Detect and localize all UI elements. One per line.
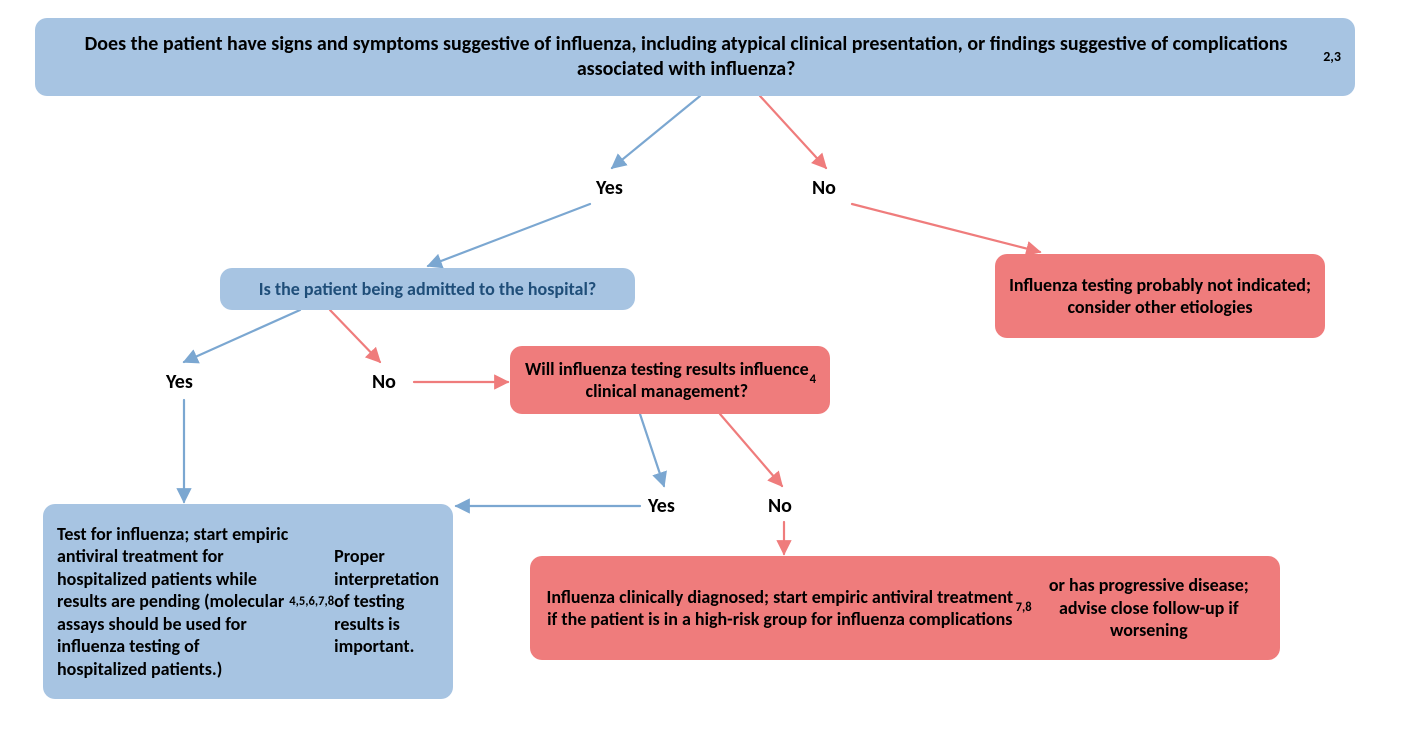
branch-label-yes-2: Yes bbox=[166, 370, 193, 394]
edge-e_will_yes bbox=[640, 414, 664, 486]
node-root-question: Does the patient have signs and symptoms… bbox=[35, 18, 1355, 96]
edge-e_no_notind bbox=[852, 204, 1040, 252]
branch-label-no-2: No bbox=[372, 370, 396, 394]
edge-e_will_no bbox=[720, 414, 782, 486]
branch-label-no-3: No bbox=[768, 494, 792, 518]
node-test-empiric: Test for influenza; start empiric antivi… bbox=[43, 504, 453, 699]
branch-label-no-1: No bbox=[812, 176, 836, 200]
edge-e_admit_no bbox=[330, 310, 380, 362]
node-testing-not-indicated: Influenza testing probably not indicated… bbox=[995, 254, 1325, 338]
node-admitted-question: Is the patient being admitted to the hos… bbox=[220, 268, 635, 310]
branch-label-yes-1: Yes bbox=[596, 176, 623, 200]
node-will-influence-question: Will influenza testing results influence… bbox=[510, 346, 830, 414]
edge-e_root_yes bbox=[612, 96, 700, 168]
edge-e_yes_admit bbox=[428, 204, 590, 266]
branch-label-yes-3: Yes bbox=[648, 494, 675, 518]
edge-e_root_no bbox=[760, 96, 826, 168]
node-clinical-diagnosis: Influenza clinically diagnosed; start em… bbox=[530, 556, 1280, 660]
edge-e_admit_yes bbox=[184, 310, 300, 362]
